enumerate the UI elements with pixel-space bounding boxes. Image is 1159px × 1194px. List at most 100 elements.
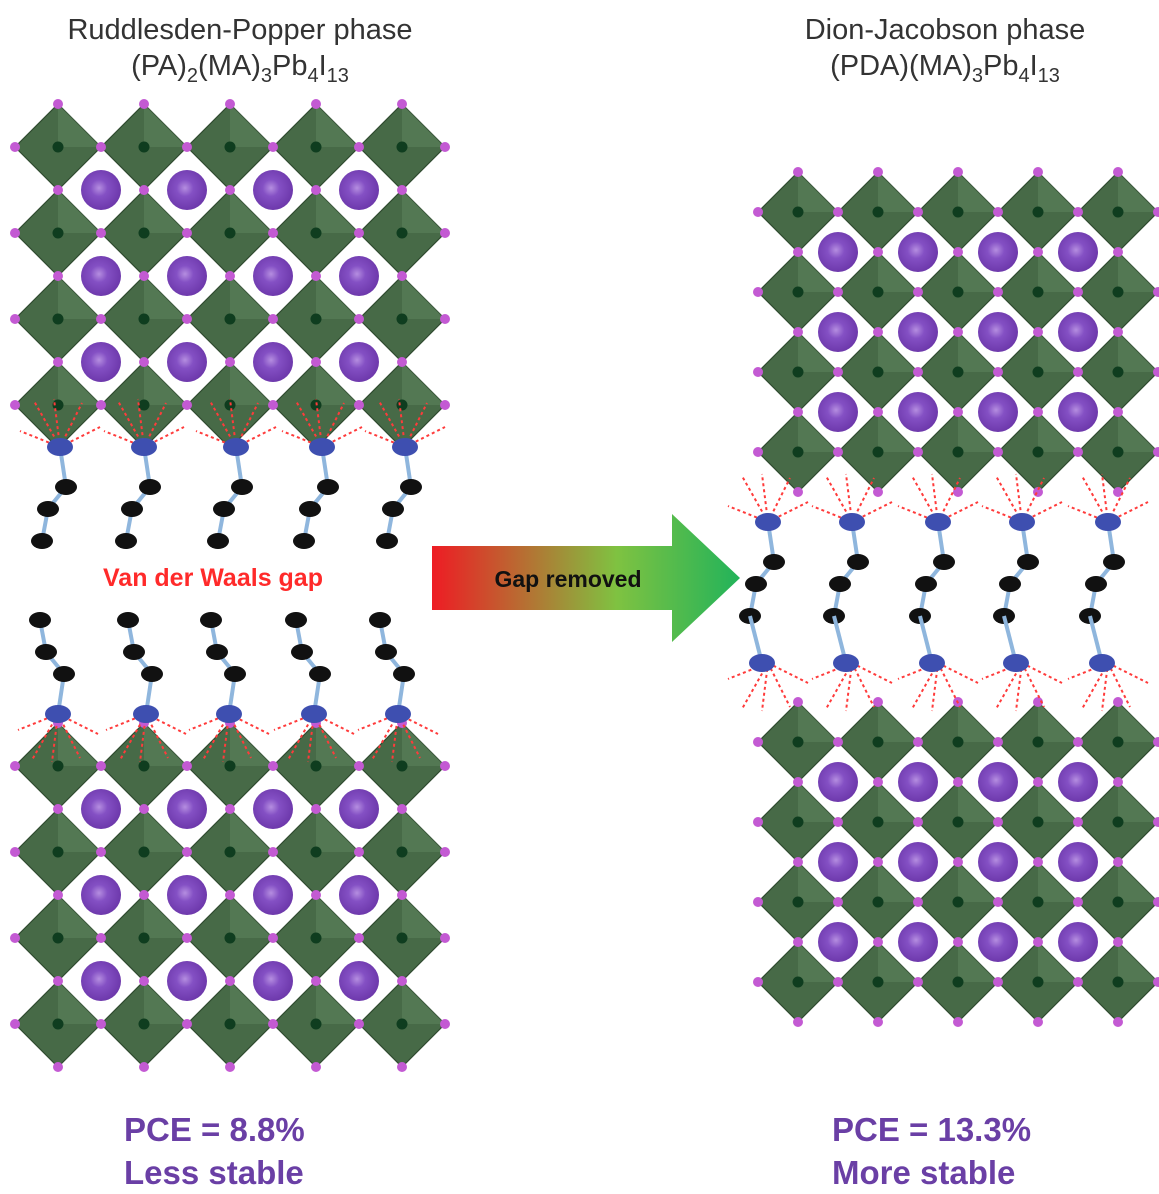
formula-subscript: 3 [260,65,272,87]
lead-atom [138,760,150,772]
iodide-atom [268,933,278,943]
iodide-atom [354,314,364,324]
rp-bottom-spacer [285,612,331,723]
lead-atom [224,141,236,153]
nitrogen-atom [1009,513,1035,531]
lead-atom [224,932,236,944]
rp-top-spacer [115,438,161,549]
cation-sphere [339,256,379,296]
iodide-atom [873,1017,883,1027]
iodide-atom [311,890,321,900]
iodide-atom [793,167,803,177]
iodide-atom [833,447,843,457]
cation-sphere [978,762,1018,802]
octahedron-facet [230,362,273,405]
rp-top-spacer [207,438,253,549]
octahedron-facet [402,723,445,766]
iodide-atom [53,804,63,814]
carbon-atom [206,644,228,660]
iodide-atom [182,228,192,238]
iodide-atom [440,314,450,324]
lead-atom [872,446,884,458]
iodide-atom [1033,777,1043,787]
iodide-atom [993,447,1003,457]
formula-subscript: 4 [1018,65,1030,87]
lead-atom [310,760,322,772]
cation-sphere [167,875,207,915]
lead-atom [310,227,322,239]
iodide-atom [10,400,20,410]
dj-bottom-slab [753,697,1159,1027]
iodide-atom [225,271,235,281]
iodide-atom [1033,1017,1043,1027]
iodide-atom [354,761,364,771]
octahedron-facet [798,252,838,292]
octahedron-facet [1038,702,1078,742]
dj-diammonium-spacer [909,513,955,624]
cation-sphere [978,232,1018,272]
lead-atom [792,896,804,908]
iodide-atom [953,167,963,177]
iodide-atom [10,933,20,943]
octahedron-facet [798,172,838,212]
iodide-atom [753,737,763,747]
octahedron-facet [58,723,101,766]
nitrogen-atom [309,438,335,456]
iodide-atom [311,1062,321,1072]
carbon-atom [293,533,315,549]
octahedron-facet [798,942,838,982]
cation-sphere [818,312,858,352]
iodide-atom [139,976,149,986]
cation-sphere [167,256,207,296]
iodide-atom [1033,937,1043,947]
iodide-atom [793,857,803,867]
octahedron-facet [878,412,918,452]
octahedron-facet [1038,862,1078,902]
dj-diammonium-spacer [823,513,869,624]
lead-atom [872,736,884,748]
lead-atom [792,816,804,828]
lead-atom [952,366,964,378]
lead-atom [52,1018,64,1030]
nitrogen-atom [833,654,859,672]
iodide-atom [913,447,923,457]
lead-atom [396,227,408,239]
iodide-atom [1113,1017,1123,1027]
iodide-atom [833,897,843,907]
formula-part: (MA) [198,50,261,82]
iodide-atom [913,207,923,217]
octahedron-facet [1038,252,1078,292]
lead-atom [1112,736,1124,748]
octahedron-facet [402,809,445,852]
lead-atom [396,846,408,858]
lead-atom [872,286,884,298]
octahedron-facet [1038,782,1078,822]
octahedron-facet [58,276,101,319]
cation-sphere [818,762,858,802]
iodide-atom [1113,777,1123,787]
lead-atom [52,846,64,858]
iodide-atom [793,777,803,787]
carbon-atom [207,533,229,549]
nitrogen-atom [131,438,157,456]
iodide-atom [53,890,63,900]
iodide-atom [225,99,235,109]
cation-sphere [978,922,1018,962]
octahedron-facet [316,809,359,852]
cation-sphere [167,789,207,829]
iodide-atom [10,761,20,771]
octahedron-facet [1118,942,1158,982]
octahedron-facet [402,276,445,319]
nitrogen-atom [755,513,781,531]
hydrogen-bond [937,662,961,708]
lead-atom [1032,896,1044,908]
cation-sphere [339,961,379,1001]
octahedron-facet [230,981,273,1024]
iodide-atom [53,976,63,986]
octahedron-facet [878,252,918,292]
iodide-atom [96,400,106,410]
nitrogen-atom [1095,513,1121,531]
arrow-label: Gap removed [495,566,642,592]
iodide-atom [268,1019,278,1029]
hydrogen-bond [851,662,893,684]
